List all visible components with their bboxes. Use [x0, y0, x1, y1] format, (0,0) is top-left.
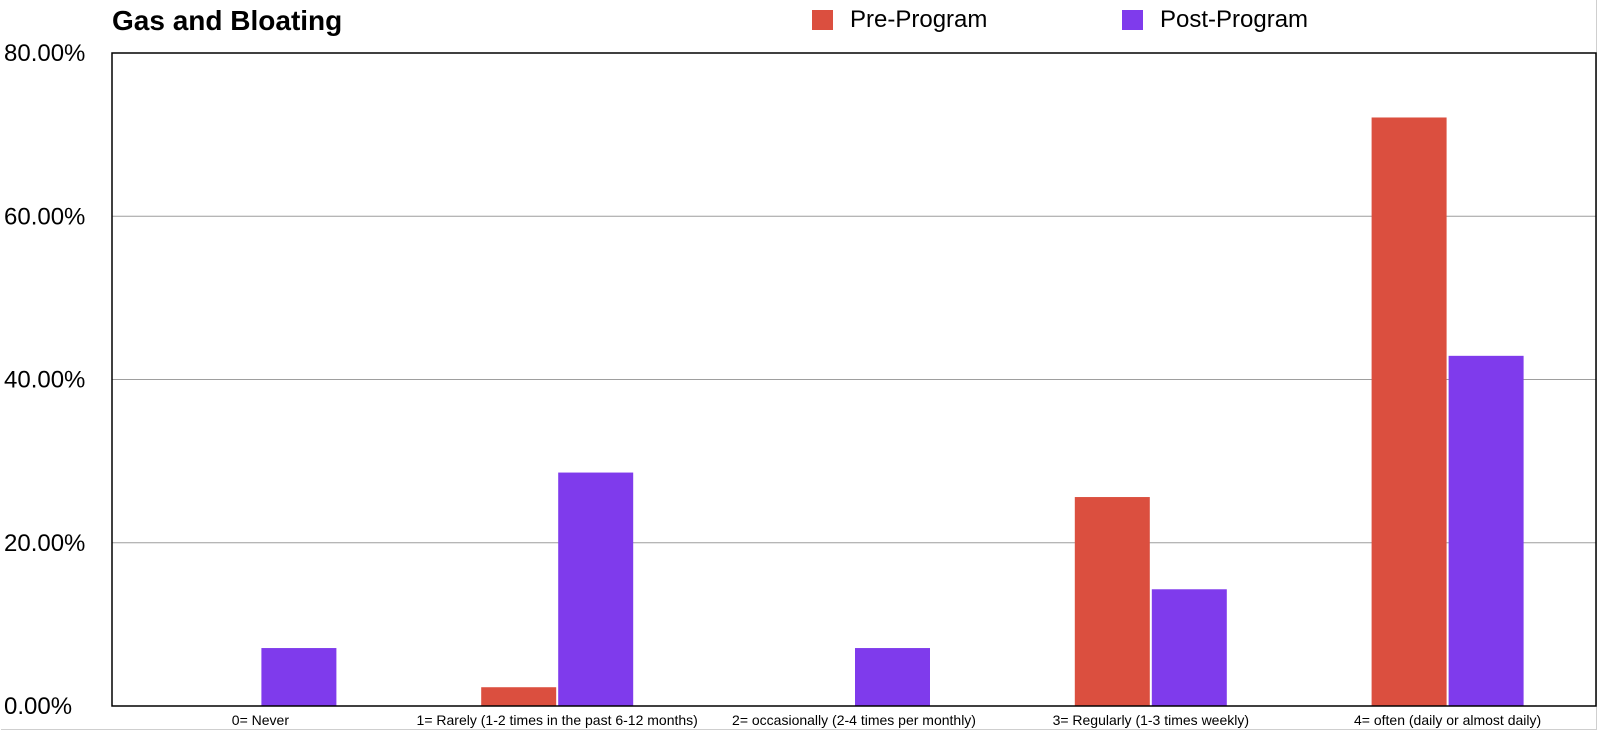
- bar-post-program-1: [558, 472, 634, 706]
- legend-swatch-pre-program: [812, 10, 833, 30]
- x-tick-label: 4= often (daily or almost daily): [1354, 712, 1541, 728]
- y-axis-ticks: 0.00% 20.00% 40.00% 60.00% 80.00%: [4, 40, 85, 720]
- plot-area-border: [111, 52, 1597, 707]
- bar-post-program-0: [261, 648, 337, 706]
- bars: [261, 117, 1524, 706]
- x-tick-label: 0= Never: [232, 712, 290, 728]
- x-tick-label: 1= Rarely (1-2 times in the past 6-12 mo…: [417, 712, 698, 728]
- chart-title: Gas and Bloating: [112, 5, 342, 36]
- bar-pre-program-1: [481, 687, 557, 706]
- y-tick-label: 40.00%: [4, 367, 85, 394]
- legend-item-pre-program: Pre-Program: [812, 6, 987, 33]
- bar-post-program-3: [1151, 589, 1227, 706]
- y-tick-label: 60.00%: [4, 203, 85, 230]
- bar-post-program-4: [1448, 355, 1524, 706]
- legend-label-post-program: Post-Program: [1160, 6, 1308, 33]
- bar-pre-program-4: [1371, 117, 1447, 706]
- x-axis-ticks: 0= Never 1= Rarely (1-2 times in the past…: [232, 712, 1541, 728]
- x-tick-label: 2= occasionally (2-4 times per monthly): [732, 712, 976, 728]
- legend-item-post-program: Post-Program: [1122, 6, 1308, 33]
- gridlines: [112, 215, 1596, 544]
- bar-pre-program-3: [1074, 497, 1150, 706]
- legend-swatch-post-program: [1122, 10, 1143, 30]
- legend: Pre-Program Post-Program: [812, 6, 1308, 33]
- y-tick-label: 0.00%: [4, 693, 72, 720]
- y-tick-label: 20.00%: [4, 530, 85, 557]
- y-tick-label: 80.00%: [4, 40, 85, 67]
- bar-post-program-2: [855, 648, 930, 706]
- legend-label-pre-program: Pre-Program: [850, 6, 987, 33]
- x-tick-label: 3= Regularly (1-3 times weekly): [1053, 712, 1249, 728]
